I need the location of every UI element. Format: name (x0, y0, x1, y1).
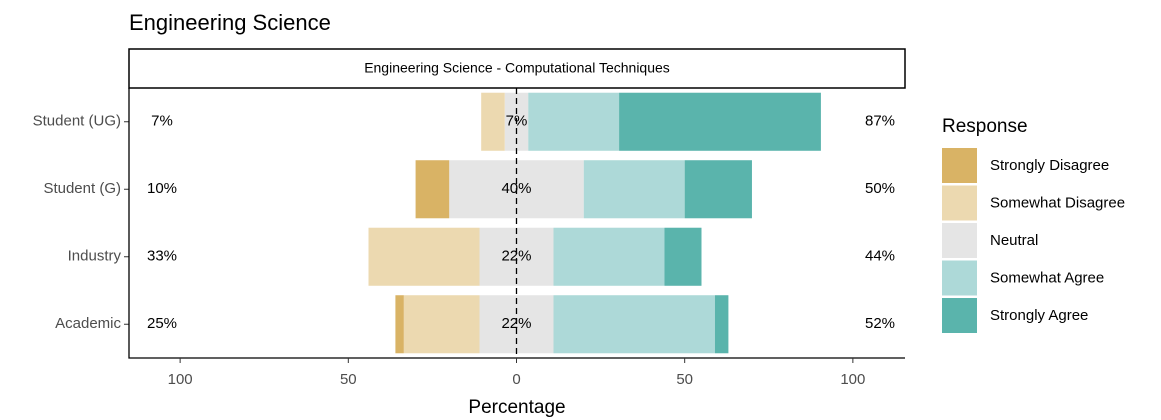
x-tick-label: 50 (340, 371, 357, 388)
bar-segment (528, 92, 620, 151)
bar-segment (553, 295, 715, 354)
bar-segment (553, 227, 665, 286)
legend-label: Neutral (990, 232, 1038, 249)
bar-segment (415, 160, 450, 219)
legend-key (942, 298, 977, 333)
center-label: 22% (501, 248, 531, 265)
bar-segment (583, 160, 685, 219)
chart-title: Engineering Science (129, 10, 331, 35)
bar-segment (664, 227, 702, 286)
x-axis-label: Percentage (468, 397, 565, 418)
facet-title: Engineering Science - Computational Tech… (364, 60, 670, 76)
legend-key (942, 148, 977, 183)
legend-label: Somewhat Disagree (990, 194, 1125, 211)
y-tick-label: Student (UG) (33, 113, 121, 130)
left-label: 25% (147, 315, 177, 332)
bar-segment (481, 92, 505, 151)
left-label: 7% (151, 113, 173, 130)
bar-segment (368, 227, 480, 286)
axis-frame (128, 88, 905, 359)
bar-segment (395, 295, 404, 354)
bar-segment (619, 92, 821, 151)
legend-key (942, 223, 977, 258)
legend-label: Somewhat Agree (990, 269, 1104, 286)
legend-key (942, 260, 977, 296)
legend-title: Response (942, 116, 1028, 137)
right-label: 52% (865, 315, 895, 332)
right-label: 87% (865, 113, 895, 130)
left-label: 10% (147, 180, 177, 197)
y-tick-label: Industry (68, 248, 122, 265)
bar-segment (479, 227, 554, 286)
x-tick-label: 100 (840, 371, 865, 388)
left-label: 33% (147, 248, 177, 265)
x-tick-label: 50 (676, 371, 693, 388)
facet-strip (128, 48, 906, 89)
legend-key (942, 185, 977, 221)
x-tick-label: 100 (168, 371, 193, 388)
legend-label: Strongly Agree (990, 307, 1088, 324)
bar-segment (714, 295, 729, 354)
bar-segment (403, 295, 480, 354)
y-tick-label: Academic (55, 315, 121, 332)
bar-segment (684, 160, 752, 219)
legend-label: Strongly Disagree (990, 157, 1109, 174)
x-tick-label: 0 (512, 371, 520, 388)
right-label: 44% (865, 248, 895, 265)
right-label: 50% (865, 180, 895, 197)
y-tick-label: Student (G) (43, 180, 121, 197)
